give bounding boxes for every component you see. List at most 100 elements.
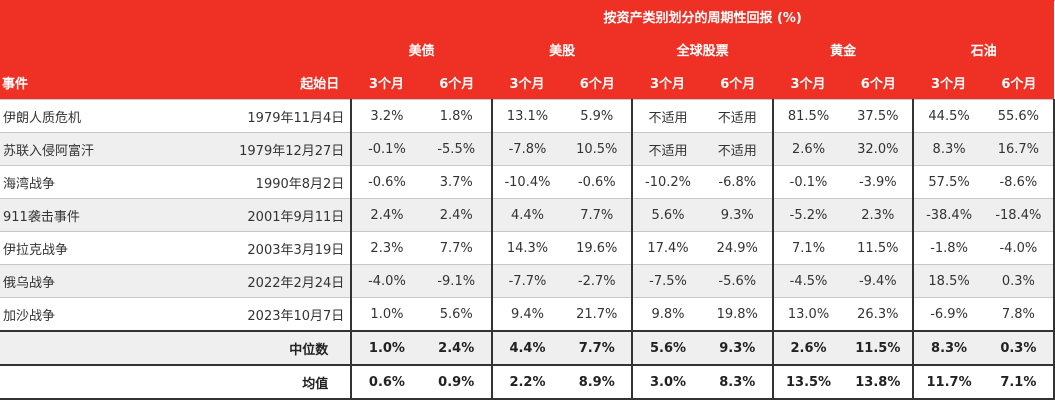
table-row: 俄乌战争 2022年2月24日 -4.0% -9.1% -7.7% -2.7% … [0, 264, 1055, 298]
value-cell: 5.9% [562, 99, 633, 133]
start-date: 2023年10月7日 [213, 297, 352, 331]
summary-value: 2.2% [490, 364, 563, 400]
value-cell: -4.0% [350, 264, 422, 298]
header-asset-row: 美债 美股 全球股票 黄金 石油 [0, 33, 1054, 65]
value-cell: -5.6% [702, 264, 773, 298]
asset-header-oil: 石油 [913, 33, 1054, 65]
value-cell: 不适用 [631, 99, 703, 133]
summary-value: 3.0% [631, 364, 703, 400]
value-cell: -6.9% [912, 297, 984, 331]
asset-header-global-equity: 全球股票 [632, 33, 773, 65]
value-cell: 57.5% [912, 165, 984, 199]
value-cell: -0.6% [350, 165, 422, 199]
value-cell: 2.3% [843, 198, 914, 232]
event-name: 苏联入侵阿富汗 [0, 132, 214, 166]
summary-label: 均值 [0, 364, 352, 400]
value-cell: 11.5% [843, 231, 914, 265]
value-cell: -10.2% [631, 165, 703, 199]
value-cell: 2.3% [350, 231, 422, 265]
value-cell: 2.4% [421, 198, 492, 232]
table-body: 伊朗人质危机 1979年11月4日 3.2% 1.8% 13.1% 5.9% 不… [0, 99, 1055, 400]
value-cell: -18.4% [983, 198, 1055, 232]
summary-row-median: 中位数 1.0% 2.4% 4.4% 7.7% 5.6% 9.3% 2.6% 1… [0, 330, 1055, 365]
value-cell: -4.0% [983, 231, 1055, 265]
summary-value: 8.3% [912, 330, 984, 365]
value-cell: -9.1% [421, 264, 492, 298]
summary-row-mean: 均值 0.6% 0.9% 2.2% 8.9% 3.0% 8.3% 13.5% 1… [0, 364, 1055, 400]
value-cell: 1.8% [421, 99, 492, 133]
value-cell: 7.7% [421, 231, 492, 265]
summary-value: 1.0% [350, 330, 422, 365]
value-cell: 不适用 [702, 99, 773, 133]
summary-value: 7.1% [983, 364, 1055, 400]
value-cell: 10.5% [562, 132, 633, 166]
summary-value: 5.6% [631, 330, 703, 365]
value-cell: 4.4% [490, 198, 563, 232]
value-cell: -3.9% [843, 165, 914, 199]
value-cell: -10.4% [490, 165, 563, 199]
value-cell: -7.8% [490, 132, 563, 166]
summary-value: 11.5% [843, 330, 914, 365]
table-row: 海湾战争 1990年8月2日 -0.6% 3.7% -10.4% -0.6% -… [0, 165, 1055, 199]
table-row: 伊朗人质危机 1979年11月4日 3.2% 1.8% 13.1% 5.9% 不… [0, 99, 1055, 133]
summary-label: 中位数 [0, 330, 352, 365]
event-name: 911袭击事件 [0, 198, 214, 232]
value-cell: 44.5% [912, 99, 984, 133]
value-cell: 32.0% [843, 132, 914, 166]
value-cell: -0.1% [350, 132, 422, 166]
start-date: 1990年8月2日 [213, 165, 352, 199]
value-cell: -8.6% [983, 165, 1055, 199]
start-date: 2022年2月24日 [213, 264, 352, 298]
value-cell: 16.7% [983, 132, 1055, 166]
value-cell: -7.7% [490, 264, 563, 298]
summary-value: 13.8% [843, 364, 914, 400]
value-cell: -38.4% [912, 198, 984, 232]
asset-header-us-equity: 美股 [491, 33, 633, 65]
value-cell: 24.9% [702, 231, 773, 265]
period-header: 3个月 [632, 65, 703, 100]
value-cell: 7.1% [771, 231, 844, 265]
event-name: 海湾战争 [0, 165, 214, 199]
asset-header-us-treasury: 美债 [351, 33, 492, 65]
value-cell: 21.7% [562, 297, 633, 331]
value-cell: 37.5% [843, 99, 914, 133]
value-cell: -6.8% [702, 165, 773, 199]
value-cell: 19.6% [562, 231, 633, 265]
value-cell: -0.6% [562, 165, 633, 199]
start-date: 1979年12月27日 [213, 132, 352, 166]
event-name: 伊拉克战争 [0, 231, 214, 265]
period-header: 3个月 [913, 65, 984, 100]
value-cell: 9.3% [702, 198, 773, 232]
value-cell: 2.4% [350, 198, 422, 232]
table-row: 伊拉克战争 2003年3月19日 2.3% 7.7% 14.3% 19.6% 1… [0, 231, 1055, 265]
value-cell: 9.4% [490, 297, 563, 331]
summary-value: 8.3% [702, 364, 773, 400]
value-cell: -7.5% [631, 264, 703, 298]
value-cell: 13.0% [771, 297, 844, 331]
value-cell: 17.4% [631, 231, 703, 265]
header-title-row: 按资产类别划分的周期性回报 (%) [0, 0, 1054, 33]
value-cell: 18.5% [912, 264, 984, 298]
summary-value: 11.7% [912, 364, 984, 400]
summary-value: 2.6% [771, 330, 844, 365]
table-row: 911袭击事件 2001年9月11日 2.4% 2.4% 4.4% 7.7% 5… [0, 198, 1055, 232]
event-name: 俄乌战争 [0, 264, 214, 298]
summary-value: 0.6% [350, 364, 422, 400]
column-header-date: 起始日 [213, 65, 352, 100]
event-name: 加沙战争 [0, 297, 214, 331]
value-cell: 3.2% [350, 99, 422, 133]
start-date: 2001年9月11日 [213, 198, 352, 232]
event-name: 伊朗人质危机 [0, 99, 214, 133]
header-period-row: 事件 起始日 3个月 6个月 3个月 6个月 3个月 6个月 3个月 6个月 3… [0, 65, 1054, 100]
value-cell: 8.3% [912, 132, 984, 166]
value-cell: 2.6% [771, 132, 844, 166]
value-cell: 13.1% [490, 99, 563, 133]
value-cell: 5.6% [631, 198, 703, 232]
value-cell: 81.5% [771, 99, 844, 133]
value-cell: -2.7% [562, 264, 633, 298]
summary-value: 2.4% [421, 330, 492, 365]
value-cell: -9.4% [843, 264, 914, 298]
value-cell: 19.8% [702, 297, 773, 331]
value-cell: 7.8% [983, 297, 1055, 331]
